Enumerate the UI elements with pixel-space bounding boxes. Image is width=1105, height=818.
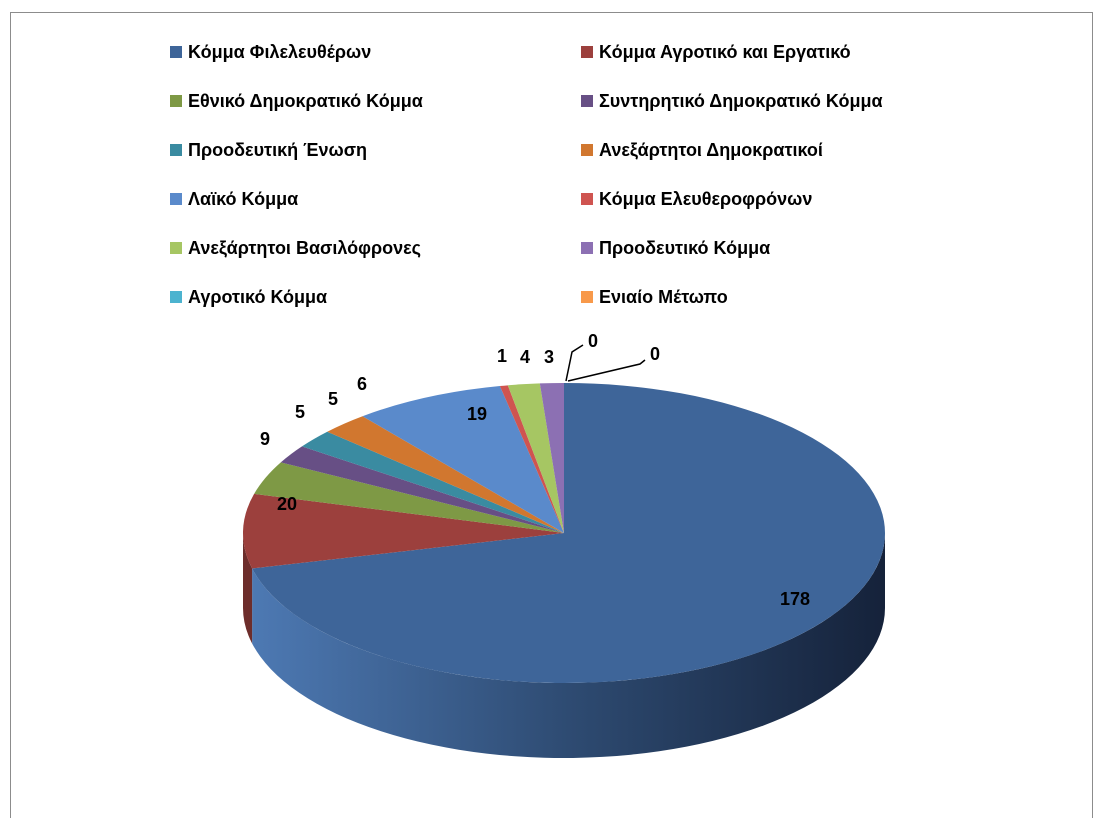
legend-swatch [170, 46, 182, 58]
data-label: 5 [328, 389, 338, 409]
data-label: 5 [295, 402, 305, 422]
data-label: 9 [260, 429, 270, 449]
legend-label: Ανεξάρτητοι Βασιλόφρονες [188, 238, 421, 259]
legend-label: Εθνικό Δημοκρατικό Κόμμα [188, 91, 423, 111]
data-label: 20 [277, 494, 297, 514]
legend-swatch [170, 193, 182, 205]
legend-label: Ανεξάρτητοι Δημοκρατικοί [599, 140, 823, 161]
slice [242, 493, 564, 569]
legend-label: Συντηρητικό Δημοκρατικό Κόμμα [599, 91, 883, 111]
slice [499, 385, 564, 533]
slice-side [243, 533, 253, 644]
legend-swatch [581, 95, 593, 107]
legend-label: Προοδευτικό Κόμμα [599, 238, 770, 258]
data-label: 19 [467, 404, 487, 424]
legend-swatch [581, 193, 593, 205]
data-label: 0 [588, 331, 598, 351]
data-label: 3 [544, 347, 554, 367]
legend-swatch [581, 46, 593, 58]
data-label: 1 [497, 346, 507, 366]
legend-swatch [581, 242, 593, 254]
data-label: 6 [357, 374, 367, 394]
legend-swatch [170, 95, 182, 107]
slice [507, 383, 564, 533]
slice [539, 383, 564, 533]
legend-label: Προοδευτική Ένωση [188, 140, 367, 160]
legend-label: Κόμμα Φιλελευθέρων [188, 42, 371, 62]
slice-side [252, 533, 886, 758]
legend-label: Κόμμα Αγροτικό και Εργατικό [599, 42, 851, 62]
slice [254, 462, 564, 533]
data-label: 0 [650, 344, 660, 364]
data-label: 4 [520, 347, 530, 367]
legend-label: Αγροτικό Κόμμα [188, 287, 327, 307]
legend-swatch [170, 242, 182, 254]
slice [301, 431, 564, 533]
legend-swatch [170, 291, 182, 303]
leader-line [567, 359, 646, 382]
slice [280, 446, 564, 533]
legend-label: Λαϊκό Κόμμα [188, 189, 298, 209]
legend-label: Κόμμα Ελευθεροφρόνων [599, 189, 812, 209]
legend-swatch [581, 291, 593, 303]
slice [327, 416, 564, 533]
data-label: 178 [780, 589, 810, 609]
slice [252, 383, 886, 683]
legend-label: Ενιαίο Μέτωπο [599, 287, 728, 307]
leader-line [565, 344, 584, 382]
legend-swatch [170, 144, 182, 156]
legend-swatch [581, 144, 593, 156]
slice [362, 386, 564, 533]
